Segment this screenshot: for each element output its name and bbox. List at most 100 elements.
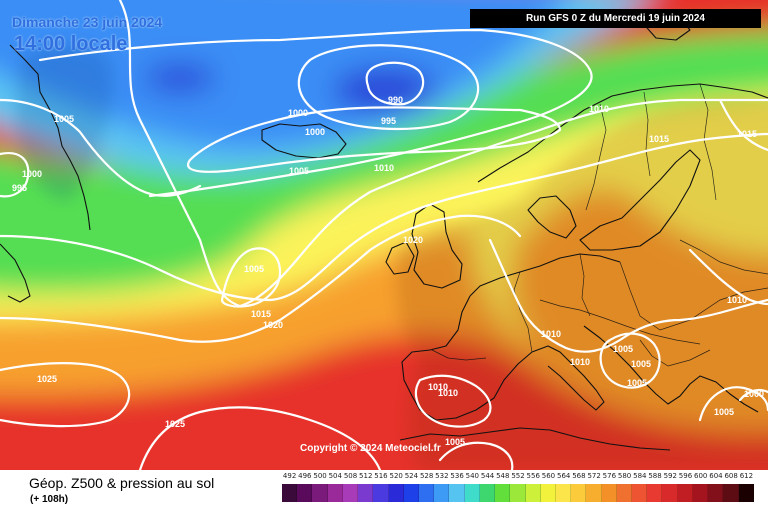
- coast-scandinavia: [477, 83, 768, 183]
- isobar-label: 1015: [251, 309, 271, 319]
- isobar-label: 1000: [305, 127, 325, 137]
- isobar-label: 1025: [165, 419, 185, 429]
- border-norway-sweden: [585, 103, 607, 211]
- coast-italy: [531, 345, 605, 411]
- isobar-label: 990: [388, 95, 403, 105]
- isobar-label: 1025: [37, 374, 57, 384]
- legend-swatch: [434, 484, 450, 502]
- map-panel: 1005 995 1000 1000 1000 990 995 1005 101…: [0, 0, 768, 470]
- legend-swatch: [555, 484, 572, 502]
- isobar-1005-mid: [220, 247, 282, 308]
- legend-swatch: [403, 484, 419, 502]
- legend-value: 600: [694, 472, 708, 480]
- legend-swatch: [723, 484, 739, 502]
- coast-adriatic-balkans: [583, 325, 759, 413]
- isobar-1010: [118, 0, 768, 308]
- isobar-label: 1005: [631, 359, 651, 369]
- coast-britain: [411, 203, 463, 289]
- coast-iceland: [261, 123, 347, 159]
- legend-value: 492: [282, 472, 297, 480]
- legend-value: 520: [389, 472, 403, 480]
- border-central-europe: [539, 299, 701, 345]
- legend-value: 580: [617, 472, 632, 480]
- legend-value: 572: [587, 472, 601, 480]
- coast-baltic: [579, 149, 701, 251]
- isobar-label: 1010: [570, 357, 590, 367]
- legend-value: 576: [602, 472, 617, 480]
- legend-value: 584: [633, 472, 647, 480]
- legend-value: 604: [709, 472, 723, 480]
- legend-value: 504: [328, 472, 342, 480]
- isobar-ring-995: [297, 44, 480, 131]
- isobars: [0, 0, 768, 470]
- border-ukraine: [679, 239, 768, 275]
- legend-value: 588: [648, 472, 662, 480]
- isobar-ring-1000-north: [187, 106, 562, 173]
- isobar-label: 1000: [22, 169, 42, 179]
- legend-swatch: [662, 484, 678, 502]
- legend-value: 596: [678, 472, 693, 480]
- legend-value: 552: [511, 472, 525, 480]
- isobar-1005-west: [0, 98, 202, 197]
- isobar-label: 1005: [244, 264, 264, 274]
- coast-greenland-east: [9, 44, 91, 231]
- isobar-1000-west: [0, 152, 30, 198]
- isobar-1005-balkans: [599, 332, 661, 389]
- legend-swatch: [358, 484, 374, 502]
- bottom-bar: Géop. Z500 & pression au sol (+ 108h) 49…: [0, 470, 768, 512]
- field-title: Géop. Z500 & pression au sol: [29, 475, 215, 491]
- legend-swatch: [540, 484, 556, 502]
- legend-swatch: [708, 484, 724, 502]
- lead-time: (+ 108h): [30, 494, 69, 505]
- legend-swatch: [282, 484, 298, 502]
- legend-swatch: [449, 484, 465, 502]
- border-spain-france: [431, 349, 487, 361]
- isobar-1010-iberia: [414, 374, 492, 428]
- isobar-1015: [0, 132, 768, 302]
- color-scale-legend: 492 496 500 504 508 512 516 520 524 528 532 536 540 5…: [282, 472, 754, 508]
- isobar-label: 1010: [727, 295, 747, 305]
- isobar-1010-europe: [488, 238, 768, 353]
- legend-value: 496: [298, 472, 312, 480]
- legend-swatch: [510, 484, 526, 502]
- isobar-label: 1005: [289, 166, 309, 176]
- legend-swatch: [525, 484, 541, 502]
- isobar-label: 995: [12, 183, 27, 193]
- legend-swatch: [571, 484, 587, 502]
- legend-value: 548: [496, 472, 510, 480]
- coast-france-biscay: [401, 295, 533, 421]
- border-germany-poland: [579, 253, 591, 317]
- legend-value: 612: [739, 472, 754, 480]
- legend-swatch: [495, 484, 511, 502]
- isobar-label: 1005: [445, 437, 465, 447]
- isobar-label: 1020: [403, 235, 423, 245]
- valid-local-time: 14:00 locale: [14, 33, 128, 55]
- isobar-1005-main: [38, 28, 593, 198]
- legend-value: 560: [541, 472, 556, 480]
- border-balkans: [639, 339, 711, 367]
- border-france-germany: [513, 271, 533, 353]
- legend-value: 516: [374, 472, 388, 480]
- isobar-label: 1010: [428, 382, 448, 392]
- isobar-label: 1015: [649, 134, 669, 144]
- run-info-box: Run GFS 0 Z du Mercredi 19 juin 2024: [470, 9, 761, 28]
- legend-value: 608: [724, 472, 738, 480]
- isobar-1025-west: [0, 362, 131, 428]
- isobar-ring-990: [365, 61, 425, 106]
- isobar-1010-east: [688, 248, 768, 306]
- legend-swatch: [479, 484, 496, 502]
- isobar-1005-africa: [438, 441, 514, 470]
- legend-swatch: [601, 484, 617, 502]
- legend-value: 512: [359, 472, 373, 480]
- coast-greenland-south: [0, 243, 31, 303]
- legend-value: 532: [435, 472, 449, 480]
- isobar-label: 1005: [613, 344, 633, 354]
- legend-value: 500: [313, 472, 327, 480]
- legend-swatch: [586, 484, 602, 502]
- isobar-label: 1010: [438, 388, 458, 398]
- coast-west-europe: [469, 253, 621, 297]
- copyright-notice: Copyright © 2024 Meteociel.fr: [300, 443, 441, 454]
- legend-swatch: [312, 484, 328, 502]
- legend-swatch: [632, 484, 648, 502]
- legend-swatch: [342, 484, 359, 502]
